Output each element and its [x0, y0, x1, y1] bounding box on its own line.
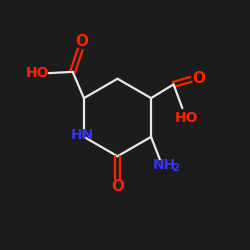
Text: NH: NH — [152, 158, 176, 172]
Text: O: O — [75, 34, 88, 50]
Text: HO: HO — [26, 66, 50, 80]
Text: O: O — [192, 71, 205, 86]
Text: HO: HO — [174, 111, 198, 125]
Text: HN: HN — [71, 128, 94, 142]
Text: 2: 2 — [172, 163, 179, 173]
Text: O: O — [111, 179, 124, 194]
